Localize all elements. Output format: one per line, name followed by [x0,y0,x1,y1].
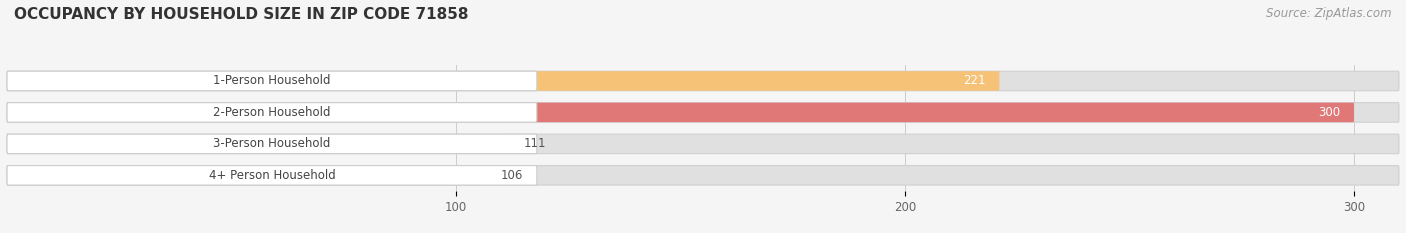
Text: 300: 300 [1319,106,1340,119]
Text: 3-Person Household: 3-Person Household [214,137,330,150]
FancyBboxPatch shape [7,71,1000,91]
FancyBboxPatch shape [7,166,1399,185]
Text: 2-Person Household: 2-Person Household [214,106,330,119]
FancyBboxPatch shape [7,71,1399,91]
FancyBboxPatch shape [7,166,537,185]
FancyBboxPatch shape [7,166,484,185]
Text: Source: ZipAtlas.com: Source: ZipAtlas.com [1267,7,1392,20]
FancyBboxPatch shape [7,103,1399,122]
FancyBboxPatch shape [7,134,537,154]
Text: 1-Person Household: 1-Person Household [214,75,330,87]
Text: 106: 106 [501,169,523,182]
FancyBboxPatch shape [7,71,537,91]
Text: 221: 221 [963,75,986,87]
Text: 4+ Person Household: 4+ Person Household [208,169,335,182]
Text: OCCUPANCY BY HOUSEHOLD SIZE IN ZIP CODE 71858: OCCUPANCY BY HOUSEHOLD SIZE IN ZIP CODE … [14,7,468,22]
FancyBboxPatch shape [7,103,537,122]
FancyBboxPatch shape [7,103,1354,122]
Text: 111: 111 [523,137,546,150]
FancyBboxPatch shape [7,134,505,154]
FancyBboxPatch shape [7,134,1399,154]
